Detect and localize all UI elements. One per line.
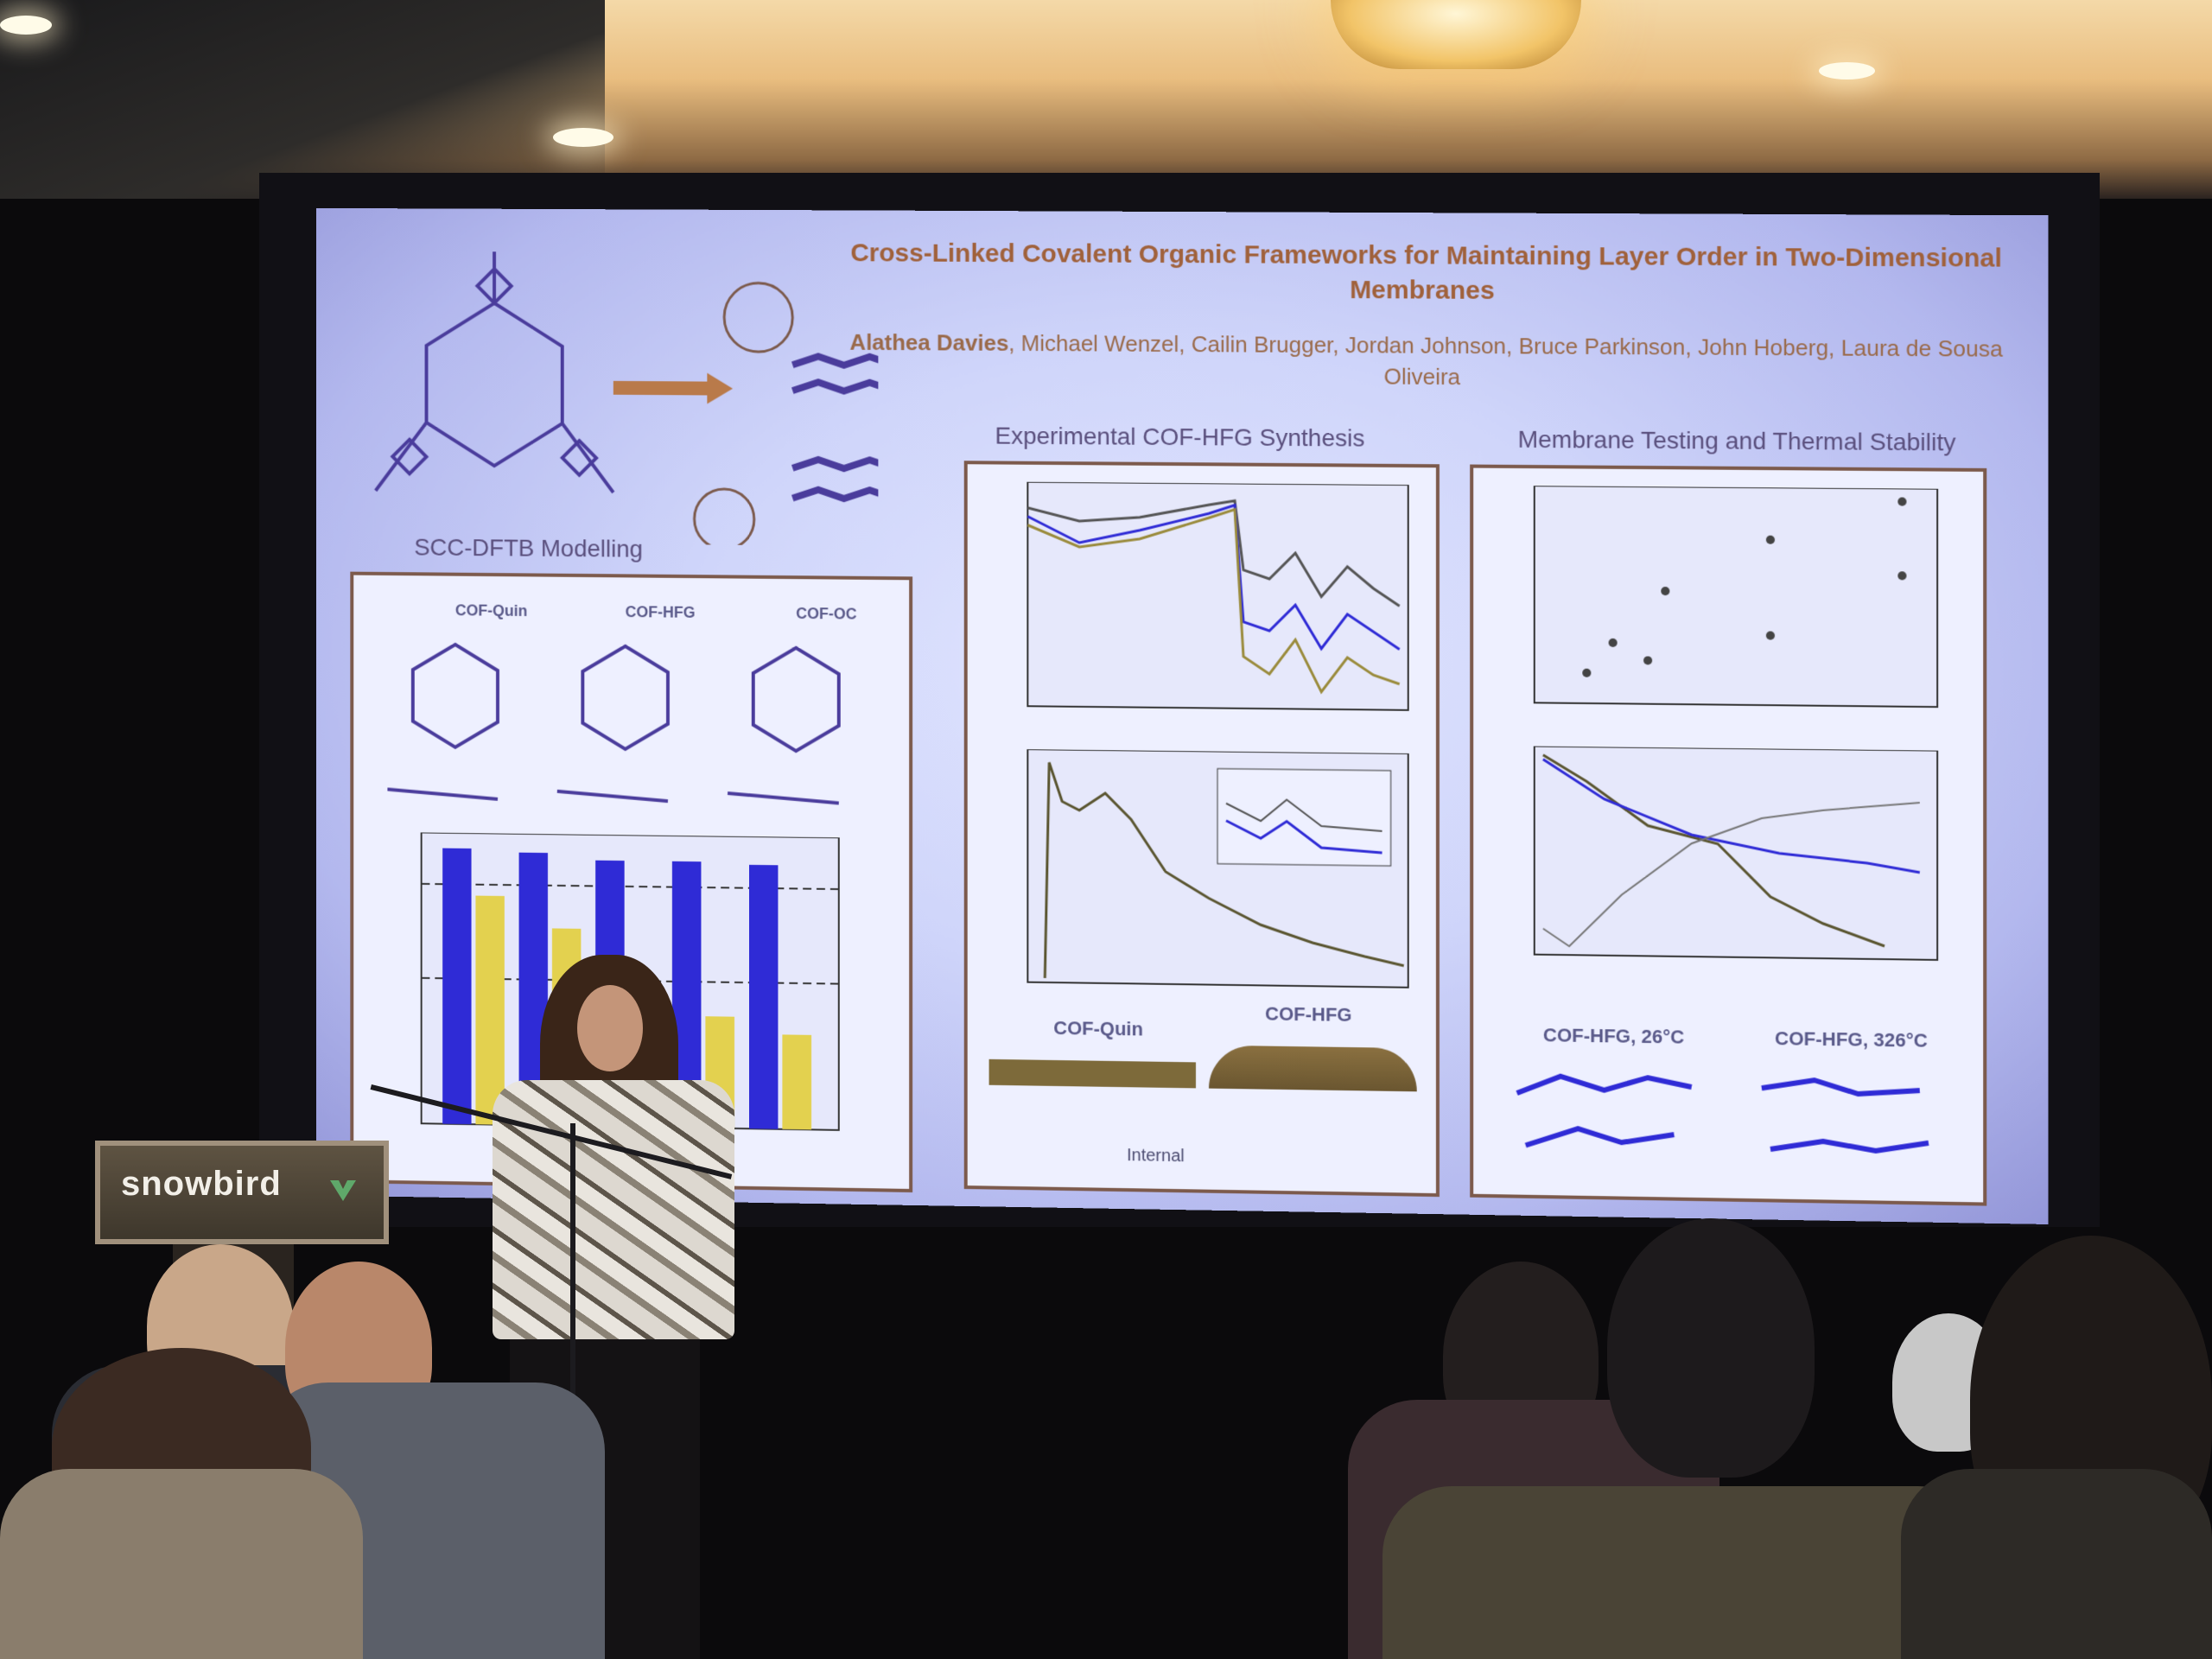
membrane-image xyxy=(988,1058,1196,1089)
ceiling-downlight xyxy=(553,128,613,147)
reaction-scheme-diagram xyxy=(367,251,878,547)
ceiling-downlight xyxy=(0,16,52,35)
membrane-panel: COF-HFG, 26°C COF-HFG, 326°C xyxy=(1470,464,1987,1206)
structure-label: COF-Quin xyxy=(454,601,528,620)
poster-authors: Alathea Davies, Michael Wenzel, Cailin B… xyxy=(844,327,2009,396)
image-label: COF-HFG, 326°C xyxy=(1775,1027,1928,1052)
synthesis-panel: COF-Quin COF-HFG Internal xyxy=(963,461,1440,1198)
speaker-body xyxy=(493,1080,734,1339)
structure-label: COF-OC xyxy=(796,604,857,623)
tga-chart xyxy=(1517,746,1955,986)
speaker-face xyxy=(577,985,643,1071)
footer-label: Internal xyxy=(1127,1146,1185,1166)
section-label-membrane: Membrane Testing and Thermal Stability xyxy=(1517,425,1956,456)
podium-logo-icon xyxy=(330,1180,356,1201)
structure-label: COF-HFG xyxy=(625,603,696,621)
audience-member-body xyxy=(1901,1469,2212,1659)
membrane-image xyxy=(1209,1045,1417,1092)
structure-models-diagram xyxy=(387,626,881,821)
poster-title: Cross-Linked Covalent Organic Frameworks… xyxy=(850,238,2002,305)
section-label-modelling: SCC-DFTB Modelling xyxy=(414,533,643,563)
audience-member-body xyxy=(0,1469,363,1659)
audience-member-body xyxy=(1382,1486,1987,1659)
image-label: COF-Quin xyxy=(1053,1017,1143,1040)
podium-brand-text: snowbird xyxy=(121,1165,282,1203)
ir-spectrum-chart xyxy=(1010,482,1416,736)
audience-member-head xyxy=(1607,1218,1815,1478)
lead-author: Alathea Davies xyxy=(849,328,1009,356)
image-label: COF-HFG xyxy=(1265,1002,1352,1026)
microphone-stand xyxy=(570,1123,575,1659)
co-authors: , Michael Wenzel, Cailin Brugger, Jordan… xyxy=(1008,329,2003,391)
ceiling-downlight xyxy=(1819,62,1875,79)
permeance-scatter-chart xyxy=(1517,486,1955,734)
section-label-synthesis: Experimental COF-HFG Synthesis xyxy=(995,422,1365,452)
ceiling-light-fixture xyxy=(1331,0,1581,69)
xrd-pattern-chart xyxy=(1010,749,1416,1014)
projection-screen: Cross-Linked Covalent Organic Frameworks… xyxy=(316,207,2049,1224)
image-label: COF-HFG, 26°C xyxy=(1542,1024,1685,1048)
thermal-structures-diagram xyxy=(1509,1050,1964,1187)
ceiling-shadow xyxy=(0,0,605,199)
